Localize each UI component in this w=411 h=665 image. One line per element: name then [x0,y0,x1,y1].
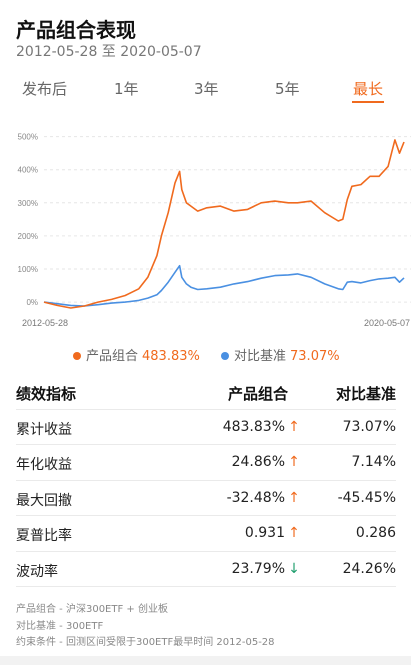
y-tick-label: 0% [26,298,38,307]
note-benchmark: 对比基准 - 300ETF [16,620,104,632]
table-row: 波动率 23.79% ↓ 24.26% [16,552,396,587]
series-portfolio-line [43,139,405,309]
tab-3y[interactable]: 3年 [194,80,219,98]
portfolio-value: 24.86% ↑ [232,454,300,470]
legend-benchmark-value: 73.07% [290,349,340,364]
active-tab-underline [352,101,384,103]
page-title: 产品组合表现 [16,18,136,42]
table-row: 夏普比率 0.931 ↑ 0.286 [16,516,396,552]
bottom-divider [0,656,411,665]
chart-x-labels: 2012-05-28 2020-05-07 [22,318,410,328]
portfolio-value-text: -32.48% [226,489,285,506]
metric-label: 年化收益 [16,457,72,473]
benchmark-value: 7.14% [351,454,396,470]
legend-benchmark[interactable]: 对比基准 73.07% [221,345,340,364]
portfolio-value-text: 0.931 [244,525,285,541]
portfolio-value-text: 24.86% [231,454,285,470]
tab-1y[interactable]: 1年 [114,80,139,98]
benchmark-value: -45.45% [337,489,396,506]
chart-y-ticks: 500% 400% 300% 200% 100% 0% [18,133,38,307]
legend-portfolio[interactable]: 产品组合 483.83% [73,345,200,364]
y-tick-label: 400% [18,166,38,175]
benchmark-value: 73.07% [342,418,396,435]
series-benchmark-line [43,264,405,307]
note-constraint: 约束条件 - 回测区间受限于300ETF最早时间 2012-05-28 [16,637,275,648]
header-benchmark: 对比基准 [335,385,396,403]
benchmark-value: 24.26% [342,560,396,577]
x-start-label: 2012-05-28 [22,318,68,328]
legend-portfolio-label: 产品组合 [86,349,139,364]
arrow-up-icon: ↑ [288,418,300,435]
arrow-up-icon: ↑ [288,489,300,506]
header-portfolio: 产品组合 [227,385,288,403]
performance-chart: 500% 400% 300% 200% 100% 0% 2012-05-28 2020-0… [18,133,411,328]
table-row: 年化收益 24.86% ↑ 7.14% [16,445,396,481]
date-range: 2012-05-28 至 2020-05-07 [16,44,202,60]
chart-grid [44,136,411,303]
tab-max[interactable]: 最长 [353,80,384,98]
y-tick-label: 200% [18,232,38,241]
legend-portfolio-value: 483.83% [142,349,200,364]
chart-legend: 产品组合 483.83% 对比基准 73.07% [0,345,411,367]
header-metric: 绩效指标 [16,385,77,403]
x-end-label: 2020-05-07 [364,318,410,328]
tab-5y[interactable]: 5年 [275,80,300,98]
table-header: 绩效指标 产品组合 对比基准 [16,374,396,410]
benchmark-dot-icon [221,351,229,360]
y-tick-label: 300% [18,199,38,208]
period-tabs: 发布后 1年 3年 5年 最长 [0,78,411,104]
y-tick-label: 500% [18,133,38,142]
portfolio-value: 0.931 ↑ [245,525,300,541]
table-row: 累计收益 483.83% ↑ 73.07% [16,410,396,445]
portfolio-value: -32.48% ↑ [227,490,300,506]
tab-since-launch[interactable]: 发布后 [22,80,68,98]
portfolio-value-text: 23.79% [231,560,285,577]
note-portfolio: 产品组合 - 沪深300ETF + 创业板 [16,604,168,615]
table-row: 最大回撤 -32.48% ↑ -45.45% [16,481,396,516]
metric-label: 夏普比率 [16,528,72,544]
portfolio-value: 23.79% ↓ [232,561,300,577]
metric-label: 波动率 [16,563,58,580]
y-tick-label: 100% [18,265,38,274]
footnotes: 产品组合 - 沪深300ETF + 创业板 对比基准 - 300ETF 约束条件… [16,602,275,652]
arrow-down-icon: ↓ [288,560,300,577]
chart-series [43,139,405,309]
arrow-up-icon: ↑ [288,454,300,470]
performance-table: 绩效指标 产品组合 对比基准 累计收益 483.83% ↑ 73.07% 年化收益 24.… [16,374,396,587]
metric-label: 最大回撤 [16,492,72,509]
portfolio-value-text: 483.83% [222,418,285,435]
metric-label: 累计收益 [16,421,72,438]
legend-benchmark-label: 对比基准 [234,349,287,364]
benchmark-value: 0.286 [355,525,396,541]
portfolio-dot-icon [73,351,81,360]
portfolio-value: 483.83% ↑ [223,419,300,435]
arrow-up-icon: ↑ [288,525,300,541]
